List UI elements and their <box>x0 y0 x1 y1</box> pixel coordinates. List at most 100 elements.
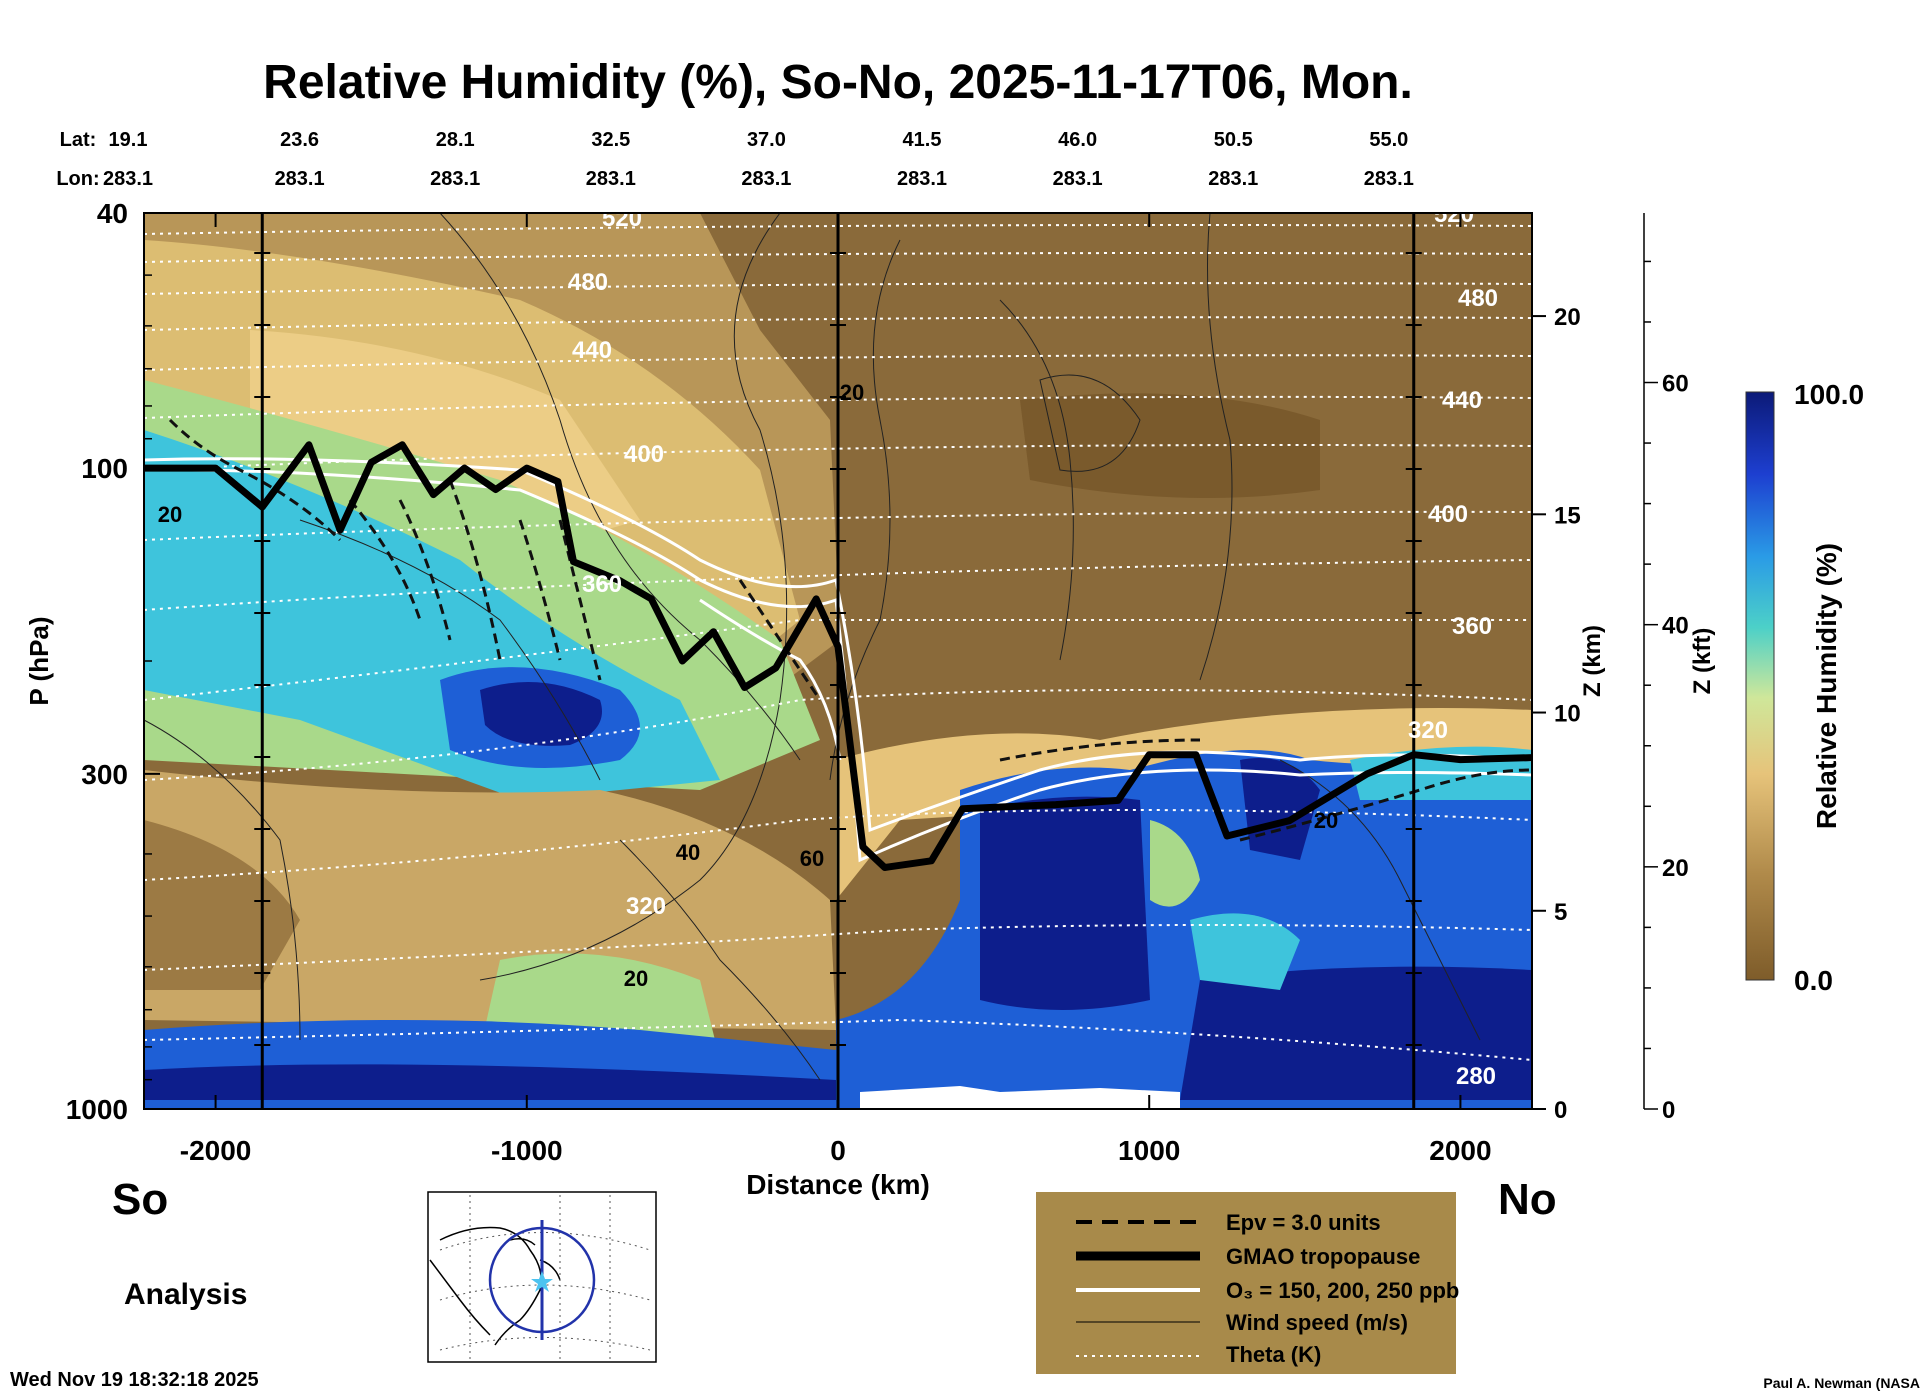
theta-label: 280 <box>1456 1063 1496 1090</box>
theta-label: 400 <box>1428 501 1468 528</box>
wind-label: 60 <box>800 846 824 871</box>
theta-labels: 280 320 320 360 360 400 400 440 440 480 480 520 520 <box>568 201 1498 1090</box>
vertical-lines <box>254 213 1422 1109</box>
wind-label: 20 <box>158 502 182 527</box>
lat-value: 50.5 <box>1214 129 1253 151</box>
lat-lon-header: 19.1 283.1 23.6 283.1 28.1 283.1 32.5 283.1 37.0… <box>103 129 1414 190</box>
wind-label: 20 <box>624 966 648 991</box>
theta-label: 520 <box>602 205 642 232</box>
theta-label: 360 <box>582 571 622 598</box>
p-tick-label: 1000 <box>66 1094 128 1125</box>
colorbar-max: 100.0 <box>1794 379 1864 410</box>
x-tick-label: 2000 <box>1429 1135 1491 1166</box>
lon-value: 283.1 <box>1208 168 1258 190</box>
theta-label: 320 <box>1408 717 1448 744</box>
lon-value: 283.1 <box>430 168 480 190</box>
lon-value: 283.1 <box>586 168 636 190</box>
lon-value: 283.1 <box>275 168 325 190</box>
legend-theta-label: Theta (K) <box>1226 1342 1321 1367</box>
map-star-icon <box>531 1271 553 1292</box>
colorbar-min: 0.0 <box>1794 965 1833 996</box>
humidity-region-tan-mid-left <box>144 770 836 1030</box>
wind-contours <box>144 213 1481 1081</box>
p-tick-label: 40 <box>97 198 128 229</box>
lat-label: Lat: <box>60 129 97 151</box>
wind-label: 20 <box>840 380 864 405</box>
lon-label: Lon: <box>56 168 99 190</box>
theta-label: 360 <box>1452 613 1492 640</box>
z-km-tick-label: 0 <box>1554 1097 1567 1124</box>
x-axis: -2000 -1000 0 1000 2000 <box>180 213 1492 1166</box>
z-km-axis: 0 5 10 15 20 <box>1532 304 1581 1124</box>
humidity-region-navy-right <box>980 796 1150 1010</box>
legend-tropopause-label: GMAO tropopause <box>1226 1244 1420 1269</box>
lon-value: 283.1 <box>103 168 153 190</box>
theta-label: 320 <box>626 893 666 920</box>
z-km-tick-label: 5 <box>1554 899 1567 926</box>
tropopause-line <box>144 441 1532 871</box>
timestamp: Wed Nov 19 18:32:18 2025 <box>10 1369 259 1391</box>
z-km-label: Z (km) <box>1579 625 1606 697</box>
wind-labels: 20 20 20 20 40 60 <box>158 380 1338 991</box>
z-km-tick-label: 20 <box>1554 304 1581 331</box>
lat-value: 46.0 <box>1058 129 1097 151</box>
theta-label: 520 <box>1434 201 1474 228</box>
x-tick-label: 1000 <box>1118 1135 1180 1166</box>
z-kft-tick-label: 60 <box>1662 371 1689 398</box>
theta-label: 440 <box>572 337 612 364</box>
lat-value: 32.5 <box>591 129 630 151</box>
lon-value: 283.1 <box>741 168 791 190</box>
humidity-region-cyan-right-2 <box>1190 913 1300 990</box>
lon-value: 283.1 <box>1053 168 1103 190</box>
legend: Epv = 3.0 units GMAO tropopause O₃ = 150… <box>1036 1192 1459 1374</box>
theta-contours <box>144 224 1532 1061</box>
analysis-label: Analysis <box>124 1278 247 1311</box>
p-tick-label: 300 <box>81 759 128 790</box>
inset-map <box>427 1191 657 1363</box>
x-axis-label: Distance (km) <box>746 1169 930 1200</box>
z-kft-label: Z (kft) <box>1689 628 1716 695</box>
z-kft-tick-label: 40 <box>1662 613 1689 640</box>
theta-label: 440 <box>1442 387 1482 414</box>
map-coastline <box>429 1226 561 1346</box>
lat-value: 28.1 <box>436 129 475 151</box>
lat-value: 23.6 <box>280 129 319 151</box>
p-axis: 40 100 300 1000 <box>66 198 160 1125</box>
z-km-tick-label: 10 <box>1554 701 1581 728</box>
credit: Paul A. Newman (NASA <box>1763 1375 1920 1391</box>
p-axis-label: P (hPa) <box>24 616 54 705</box>
humidity-region-navy-left <box>480 682 602 746</box>
legend-epv-label: Epv = 3.0 units <box>1226 1210 1381 1235</box>
x-tick-label: -1000 <box>491 1135 563 1166</box>
humidity-region-boundary-navy-left <box>144 1064 836 1100</box>
legend-wind-label: Wind speed (m/s) <box>1226 1310 1408 1335</box>
humidity-region-green-right <box>1150 820 1200 907</box>
lon-value: 283.1 <box>897 168 947 190</box>
z-km-tick-label: 15 <box>1554 502 1581 529</box>
lat-value: 41.5 <box>903 129 942 151</box>
colorbar-label: Relative Humidity (%) <box>1811 543 1842 829</box>
lat-value: 55.0 <box>1369 129 1408 151</box>
north-label: No <box>1498 1175 1557 1224</box>
z-kft-tick-label: 20 <box>1662 855 1689 882</box>
lat-value: 37.0 <box>747 129 786 151</box>
chart-title: Relative Humidity (%), So-No, 2025-11-17… <box>263 56 1413 109</box>
theta-label: 480 <box>568 269 608 296</box>
x-tick-label: -2000 <box>180 1135 252 1166</box>
z-kft-tick-label: 0 <box>1662 1097 1675 1124</box>
wind-label: 20 <box>1314 808 1338 833</box>
humidity-region-navy-right-2 <box>1180 966 1532 1100</box>
colorbar <box>1745 391 1775 981</box>
lon-value: 283.1 <box>1364 168 1414 190</box>
wind-label: 40 <box>676 840 700 865</box>
south-label: So <box>112 1175 168 1224</box>
x-tick-label: 0 <box>830 1135 846 1166</box>
theta-label: 400 <box>624 441 664 468</box>
theta-label: 480 <box>1458 285 1498 312</box>
lat-value: 19.1 <box>109 129 148 151</box>
z-kft-axis: 0 20 40 60 <box>1643 213 1689 1124</box>
legend-ozone-label: O₃ = 150, 200, 250 ppb <box>1226 1278 1459 1303</box>
humidity-region-boundary-right <box>860 1086 1180 1109</box>
